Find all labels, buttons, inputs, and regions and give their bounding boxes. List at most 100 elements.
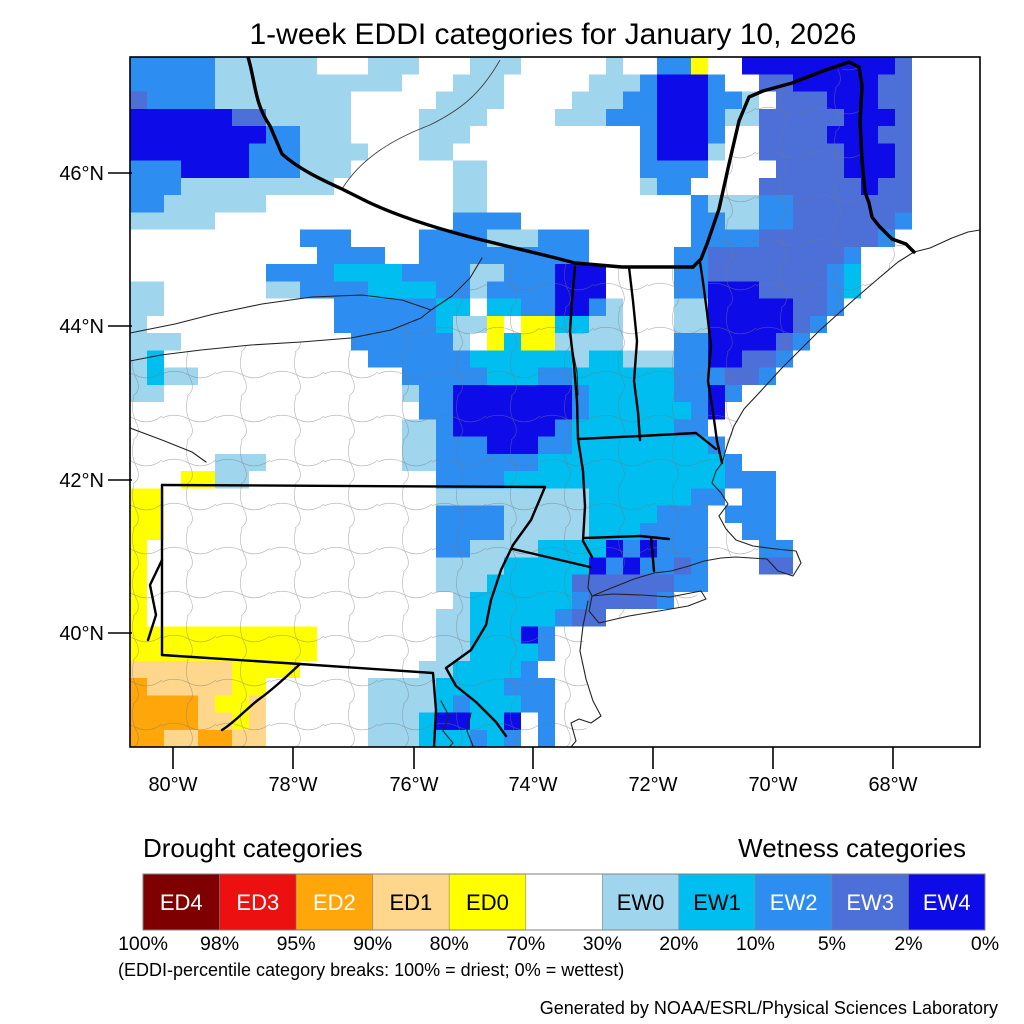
eddi-cell [895,108,913,127]
eddi-cell [385,57,403,75]
eddi-cell [198,212,216,230]
longitude-axis: 80°W 78°W 76°W 74°W 72°W 70°W 68°W [148,747,918,796]
eddi-cell [691,229,709,247]
eddi-cell [453,246,471,265]
eddi-cell [470,212,488,230]
eddi-cell [878,177,896,196]
eddi-cell [368,264,386,282]
eddi-cell [895,195,913,213]
legend-swatch-EW4 [908,873,986,931]
eddi-cell [368,298,386,316]
new-jersey-coastline [570,566,602,747]
eddi-cell [232,74,250,92]
lake-erie-shoreline [130,427,207,463]
lon-tick-label: 74°W [508,774,557,796]
legend-color-bar: ED4 ED3 ED2 ED1 ED0 EW0 EW1 EW2 EW3 EW4 [142,873,986,931]
eddi-cell [419,126,437,144]
eddi-cell [300,143,318,161]
st-lawrence-line [430,257,483,311]
eddi-cell [436,126,454,144]
eddi-cell [147,212,165,230]
eddi-cell [742,488,760,506]
eddi-cell [453,177,471,196]
latitude-axis: 46°N 44°N 42°N 40°N [59,163,132,645]
eddi-cell [147,126,165,144]
eddi-cell [470,91,488,109]
eddi-cell [164,108,182,127]
eddi-cell [147,195,165,213]
eddi-cell [419,143,437,161]
map-frame [129,56,981,748]
eddi-cell [164,91,182,109]
eddi-cell [249,160,267,178]
legend-swatch-EW0 [602,873,680,931]
eddi-cell [164,333,182,351]
eddi-cell [147,160,165,178]
eddi-cell [640,177,658,196]
eddi-cell [300,177,318,196]
eddi-cell [198,108,216,127]
eddi-cell [402,57,420,75]
eddi-cell [708,126,726,144]
ny-vt-border [568,265,580,441]
eddi-cell [691,574,709,592]
legend-swatch-label: EW4 [923,890,971,915]
legend-break-label: 100% [118,933,168,955]
ma-ct-ri-borders [583,534,671,573]
eddi-cell [895,160,913,178]
legend-break-label: 0% [971,933,999,955]
eddi-cell [725,505,743,523]
eddi-cell [181,74,199,92]
eddi-cell [436,264,454,282]
eddi-cell [674,74,692,92]
attribution-footer: Generated by NOAA/ESRL/Physical Sciences… [540,998,998,1018]
eddi-cell [300,91,318,109]
eddi-cell [759,488,777,506]
eddi-cell [198,74,216,92]
eddi-cell [793,57,811,75]
eddi-cell [691,195,709,213]
eddi-cell [402,264,420,282]
eddi-cell [215,195,233,213]
eddi-cell [181,91,199,109]
legend-swatch-ED4 [142,873,220,931]
eddi-cell [657,57,675,75]
eddi-cell [300,126,318,144]
eddi-cell [861,143,879,161]
eddi-cell [334,281,352,299]
legend-break-label: 10% [736,933,775,955]
eddi-cell [895,74,913,92]
eddi-cell [249,126,267,144]
eddi-cell [470,195,488,213]
eddi-cell [572,108,590,127]
eddi-cell [470,57,488,75]
eddi-cell [572,91,590,109]
legend-swatch-label: ED0 [466,890,509,915]
eddi-cell [436,143,454,161]
new-brunswick-coast-line [913,229,980,253]
eddi-cell [215,160,233,178]
eddi-cell [521,229,539,247]
nh-maine-border [698,260,724,465]
eddi-cell [317,108,335,127]
maine-coastline [715,251,915,472]
eddi-cell [453,160,471,178]
eddi-cell [164,212,182,230]
eddi-cell [334,126,352,144]
pa-north-border [160,483,547,489]
eddi-cell [317,264,335,282]
ontario-boundary-line [341,124,431,190]
eddi-cell [130,333,148,351]
eddi-cell [861,74,879,92]
eddi-cell [691,160,709,178]
eddi-cell [674,57,692,75]
county-texture-newengland [575,67,914,596]
eddi-cell [674,126,692,144]
eddi-cell [725,91,743,109]
eddi-cell [130,108,148,127]
county-texture-midatlantic [130,258,601,747]
eddi-cell [334,298,352,316]
eddi-cell [232,160,250,178]
legend-swatch-label: EW1 [693,890,741,915]
eddi-cell [215,74,233,92]
